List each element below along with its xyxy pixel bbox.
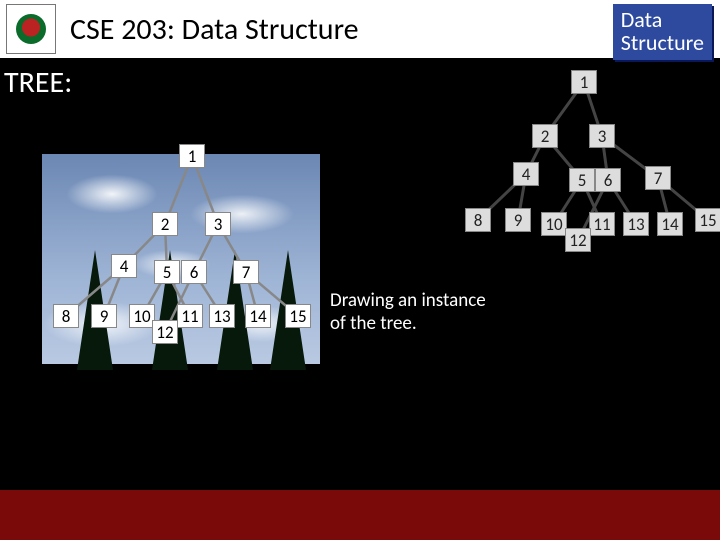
tree-node: 7 [645, 166, 671, 190]
tree-node: 5 [154, 260, 180, 284]
tree-node: 8 [465, 208, 491, 232]
tree-node: 4 [111, 254, 137, 278]
badge-line2: Structure [621, 31, 704, 54]
tree-node: 6 [181, 260, 207, 284]
tree-node: 13 [209, 304, 235, 328]
tree-node: 7 [233, 260, 259, 284]
tree-node: 4 [513, 162, 539, 186]
caption-line2: of the tree. [330, 313, 486, 336]
course-title: CSE 203: Data Structure [70, 11, 359, 48]
tree-node: 1 [179, 144, 205, 168]
tree-node: 9 [91, 304, 117, 328]
caption-line1: Drawing an instance [330, 290, 486, 313]
tree-node: 15 [695, 208, 720, 232]
tree-node: 14 [245, 304, 271, 328]
tree-node: 3 [589, 124, 615, 148]
tree-node: 2 [532, 124, 558, 148]
tree-node: 12 [565, 228, 591, 252]
tree-node: 15 [285, 304, 311, 328]
tree-node: 5 [569, 168, 595, 192]
logo-icon [16, 14, 46, 44]
bottom-bar [0, 490, 720, 540]
tree-node: 6 [595, 168, 621, 192]
section-label: TREE: [4, 64, 72, 101]
tree-node: 1 [571, 70, 597, 94]
tree-node: 14 [657, 212, 683, 236]
tree-node: 3 [205, 212, 231, 236]
tree-node: 10 [541, 212, 567, 236]
tree-node: 8 [53, 304, 79, 328]
tree-node: 11 [589, 212, 615, 236]
tree-node: 2 [152, 212, 178, 236]
caption: Drawing an instance of the tree. [330, 290, 486, 336]
university-logo [6, 4, 56, 54]
tree-node: 13 [623, 212, 649, 236]
right-tree-chart: 123456789101112131415 [430, 60, 720, 280]
subject-badge: Data Structure [613, 4, 712, 60]
badge-line1: Data [621, 8, 704, 31]
tree-node: 9 [505, 208, 531, 232]
tree-node: 12 [152, 320, 178, 344]
slide: CSE 203: Data Structure Data Structure T… [0, 0, 720, 540]
tree-node: 11 [177, 304, 203, 328]
left-tree-chart: 123456789101112131415 [42, 118, 342, 368]
